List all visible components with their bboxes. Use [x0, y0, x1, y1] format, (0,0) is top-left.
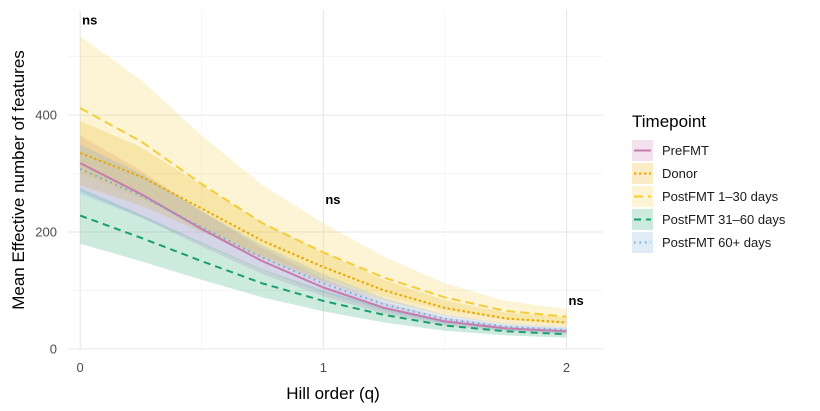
confidence-bands: [80, 36, 567, 338]
x-axis-title: Hill order (q): [286, 384, 380, 403]
legend-swatch: [632, 232, 653, 253]
legend-item: PreFMT: [632, 140, 709, 161]
significance-label: ns: [82, 13, 97, 28]
y-axis-ticks: 0 200 400: [35, 108, 57, 357]
legend-item: PostFMT 60+ days: [632, 232, 772, 253]
x-tick-label: 0: [77, 360, 84, 375]
band-prefmt: [80, 135, 567, 335]
y-tick-label: 0: [50, 341, 57, 356]
band-postfmt-1-30-days: [80, 36, 567, 325]
legend-label: PostFMT 1–30 days: [662, 189, 779, 204]
y-axis-title: Mean Effective number of features: [9, 50, 28, 310]
band-postfmt-31-60-days: [80, 188, 567, 338]
y-tick-label: 200: [35, 224, 57, 239]
x-axis-ticks: 0 1 2: [77, 360, 571, 375]
line-postfmt-60-days: [79, 167, 567, 332]
legend-item: PostFMT 1–30 days: [632, 186, 779, 207]
significance-annotations: ns ns ns: [82, 13, 584, 308]
legend-label: Donor: [662, 166, 698, 181]
legend-item: Donor: [632, 163, 698, 184]
significance-label: ns: [325, 192, 340, 207]
legend: Timepoint PreFMT Donor PostFMT 1–30 days Po…: [632, 112, 786, 253]
legend-label: PostFMT 60+ days: [662, 235, 772, 250]
line-postfmt-1-30-days: [79, 107, 567, 318]
x-tick-label: 2: [563, 360, 570, 375]
x-tick-label: 1: [320, 360, 327, 375]
legend-label: PostFMT 31–60 days: [662, 212, 786, 227]
line-postfmt-31-60-days: [79, 214, 567, 336]
y-tick-label: 400: [35, 108, 57, 123]
series-lines: [79, 107, 567, 336]
legend-swatch: [632, 209, 653, 230]
significance-label: ns: [569, 293, 584, 308]
legend-swatch: [632, 163, 653, 184]
grid-lines: [68, 10, 603, 350]
legend-title: Timepoint: [632, 112, 706, 131]
legend-label: PreFMT: [662, 143, 709, 158]
legend-item: PostFMT 31–60 days: [632, 209, 786, 230]
